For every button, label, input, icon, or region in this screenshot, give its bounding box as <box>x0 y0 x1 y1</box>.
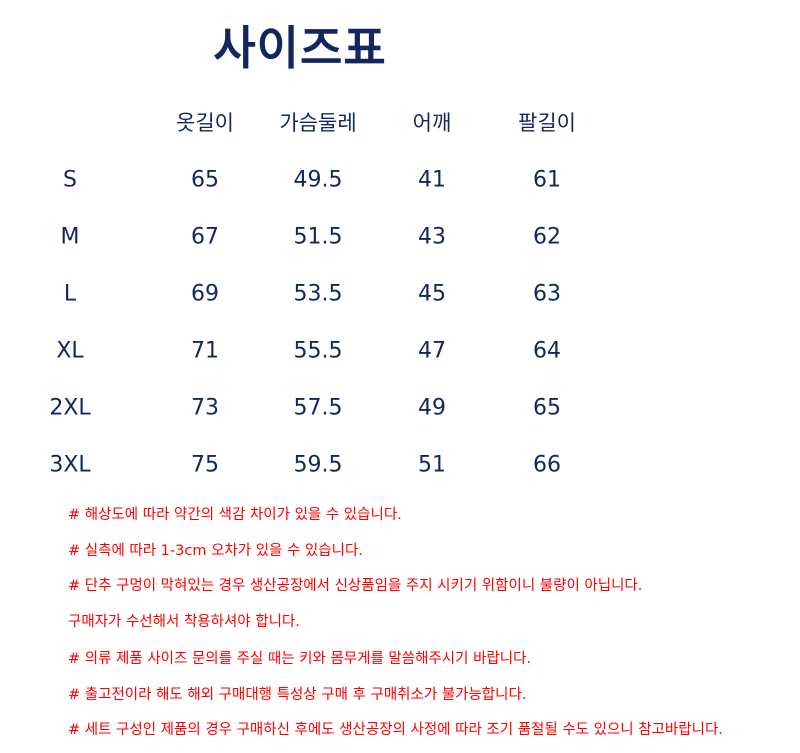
table-cell: 43 <box>418 224 446 250</box>
table-cell: 45 <box>418 281 446 307</box>
table-cell: 66 <box>533 452 561 478</box>
size-label: S <box>63 167 77 193</box>
table-cell: 63 <box>533 281 561 307</box>
table-cell: 59.5 <box>293 452 343 478</box>
page-title: 사이즈표 <box>213 21 387 75</box>
column-header: 어깨 <box>412 111 452 135</box>
table-cell: 47 <box>418 338 446 364</box>
table-cell: 75 <box>191 452 219 478</box>
size-label: XL <box>56 338 84 364</box>
note-item: # 의류 제품 사이즈 문의를 주실 때는 키와 몸무게를 말씀해주시기 바랍니… <box>68 651 532 667</box>
note-item: # 세트 구성인 제품의 경우 구매하신 후에도 생산공장의 사정에 따라 조기… <box>68 722 723 738</box>
note-item: # 출고전이라 해도 해외 구매대행 특성상 구매 후 구매취소가 불가능합니다… <box>68 687 527 703</box>
table-cell: 55.5 <box>293 338 343 364</box>
note-item: 구매자가 수선해서 착용하셔야 합니다. <box>68 614 300 630</box>
size-label: 3XL <box>49 452 91 478</box>
table-cell: 62 <box>533 224 561 250</box>
table-cell: 53.5 <box>293 281 343 307</box>
table-cell: 57.5 <box>293 395 343 421</box>
table-cell: 67 <box>191 224 219 250</box>
table-cell: 73 <box>191 395 219 421</box>
note-item: # 해상도에 따라 약간의 색감 차이가 있을 수 있습니다. <box>68 507 402 523</box>
table-cell: 65 <box>191 167 219 193</box>
column-header: 가슴둘레 <box>279 111 357 135</box>
size-label: M <box>60 224 80 250</box>
column-header: 팔길이 <box>518 111 576 135</box>
table-cell: 71 <box>191 338 219 364</box>
table-cell: 51.5 <box>293 224 343 250</box>
column-header: 옷길이 <box>176 111 234 135</box>
table-cell: 64 <box>533 338 561 364</box>
note-item: # 실측에 따라 1-3cm 오차가 있을 수 있습니다. <box>68 543 363 559</box>
table-cell: 61 <box>533 167 561 193</box>
size-label: 2XL <box>49 395 91 421</box>
table-cell: 51 <box>418 452 446 478</box>
table-cell: 69 <box>191 281 219 307</box>
size-label: L <box>63 281 77 307</box>
table-cell: 41 <box>418 167 446 193</box>
table-cell: 65 <box>533 395 561 421</box>
table-cell: 49.5 <box>293 167 343 193</box>
table-cell: 49 <box>418 395 446 421</box>
note-item: # 단추 구멍이 막혀있는 경우 생산공장에서 신상품임을 주지 시키기 위함이… <box>68 578 643 594</box>
